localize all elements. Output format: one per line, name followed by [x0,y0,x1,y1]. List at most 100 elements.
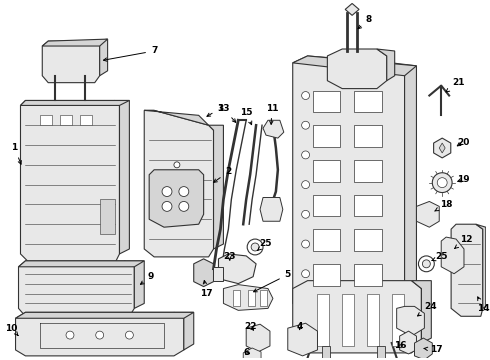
Text: 25: 25 [258,239,272,251]
Circle shape [66,331,74,339]
Polygon shape [415,338,432,360]
Polygon shape [313,264,340,285]
Circle shape [302,240,310,248]
Circle shape [162,202,172,211]
Text: 21: 21 [446,78,465,92]
Circle shape [302,210,310,218]
Polygon shape [144,111,214,257]
Polygon shape [21,100,129,105]
Polygon shape [243,348,261,360]
Polygon shape [342,293,354,346]
Polygon shape [40,115,52,125]
Text: 16: 16 [394,342,407,351]
Text: 13: 13 [217,104,236,122]
Circle shape [179,202,189,211]
Polygon shape [149,170,204,227]
Polygon shape [213,267,223,281]
Circle shape [437,178,447,188]
Polygon shape [392,293,404,346]
Polygon shape [397,306,424,336]
Text: 12: 12 [455,235,472,248]
Polygon shape [318,293,329,346]
Circle shape [302,181,310,189]
Polygon shape [16,312,184,356]
Text: 22: 22 [244,322,256,331]
Polygon shape [19,261,144,267]
Polygon shape [392,63,416,303]
Polygon shape [144,111,209,125]
Polygon shape [313,194,340,216]
Text: 7: 7 [103,46,157,61]
Circle shape [174,162,180,168]
Polygon shape [377,49,394,81]
Circle shape [302,121,310,129]
Polygon shape [441,237,464,274]
Polygon shape [42,39,108,46]
Polygon shape [99,199,115,234]
Polygon shape [354,229,382,251]
Polygon shape [377,346,385,358]
Polygon shape [223,285,273,310]
Polygon shape [219,254,256,284]
Polygon shape [95,39,108,76]
Polygon shape [194,259,214,287]
Polygon shape [263,120,284,138]
Polygon shape [209,125,223,249]
Circle shape [418,256,434,272]
Polygon shape [19,261,134,316]
Polygon shape [313,125,340,147]
Circle shape [302,270,310,278]
Polygon shape [60,115,72,125]
Polygon shape [412,281,431,343]
Text: 6: 6 [243,348,249,357]
Circle shape [125,331,133,339]
Polygon shape [313,229,340,251]
Polygon shape [174,312,194,350]
Text: 17: 17 [424,346,442,355]
Text: 25: 25 [432,252,447,261]
Text: 24: 24 [417,302,437,316]
Circle shape [247,239,263,255]
Circle shape [302,91,310,99]
Text: 19: 19 [457,175,469,184]
Text: 2: 2 [214,167,231,183]
Circle shape [162,186,172,197]
Text: 17: 17 [200,280,213,298]
Polygon shape [416,202,439,227]
Polygon shape [354,194,382,216]
Polygon shape [439,143,445,153]
Text: 4: 4 [296,322,303,331]
Polygon shape [293,56,416,76]
Text: 10: 10 [5,324,18,336]
Text: 18: 18 [435,200,452,211]
Circle shape [302,151,310,159]
Polygon shape [354,264,382,285]
Polygon shape [260,289,267,306]
Polygon shape [345,4,359,15]
Text: 9: 9 [141,272,154,284]
Text: 1: 1 [11,144,22,164]
Circle shape [251,243,259,251]
Polygon shape [293,281,421,353]
Polygon shape [400,331,416,354]
Text: 14: 14 [477,297,490,313]
Polygon shape [16,312,194,318]
Polygon shape [354,91,382,112]
Circle shape [432,173,452,193]
Text: 3: 3 [207,104,223,116]
Text: 20: 20 [457,138,469,147]
Polygon shape [476,224,486,309]
Polygon shape [260,198,283,221]
Text: 15: 15 [240,108,252,125]
Polygon shape [42,41,99,83]
Polygon shape [354,160,382,182]
Polygon shape [124,261,144,309]
Text: 5: 5 [254,270,291,292]
Polygon shape [21,100,120,264]
Circle shape [179,186,189,197]
Text: 23: 23 [223,252,236,261]
Polygon shape [115,100,129,254]
Text: 8: 8 [358,15,372,29]
Text: 11: 11 [266,104,278,124]
Polygon shape [367,293,379,346]
